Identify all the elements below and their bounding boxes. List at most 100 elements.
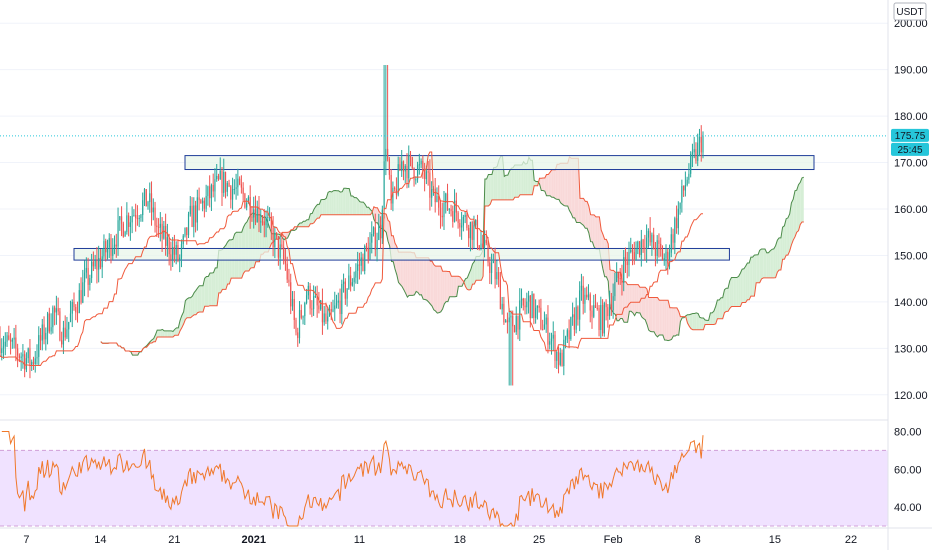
candle-body [496,272,498,280]
cloud-segment [590,214,593,242]
cloud-segment [768,250,771,278]
cloud-segment [165,330,168,337]
cloud-segment [195,287,198,315]
candle-body [644,247,646,250]
currency-label[interactable]: USDT [893,2,927,21]
candle-body [305,295,308,304]
candle-body [120,216,123,224]
price-tick-label: 120.00 [894,390,928,402]
currency-label-text: USDT [896,7,923,18]
candle-body [697,142,699,161]
cloud-segment [645,287,647,325]
candle-body [11,339,13,342]
cloud-segment [350,195,353,215]
cloud-segment [789,202,792,251]
candle-body [179,257,181,260]
cloud-segment [194,290,196,315]
cloud-segment [576,158,579,223]
candle-body [630,249,632,252]
candle-body [279,244,281,258]
cloud-segment [546,174,549,196]
candle-body [536,305,538,308]
candle-body [549,341,551,345]
candle-body [66,329,68,338]
candle-body [0,339,1,353]
candle-body [290,282,292,307]
candle-body [531,293,533,319]
candle-body [591,310,593,317]
candle-body [575,306,577,330]
cloud-segment [555,164,558,200]
cloud-segment [171,330,174,337]
candle-body [209,186,211,199]
candle-body [351,282,353,286]
candle-body [483,239,486,248]
candle-body [186,227,188,236]
cloud-segment [738,273,741,307]
cloud-segment [157,330,159,337]
candle-body [52,307,54,328]
cloud-segment [359,201,362,215]
candle-body [314,295,316,297]
candle-body [462,217,464,226]
cloud-segment [187,297,189,318]
candle-body [145,189,147,207]
cloud-segment [800,177,803,225]
candle-body [665,251,667,259]
candle-body [124,231,126,237]
cloud-segment [208,272,211,307]
cloud-segment [574,158,577,223]
candle-body [142,200,144,216]
candle-body [490,263,493,273]
candle-body [623,257,625,283]
candle-body [698,136,701,143]
resistance-zone[interactable] [184,155,815,171]
candle-body [320,300,322,310]
cloud-segment [775,240,778,278]
candle-body [443,203,445,218]
cloud-segment [729,277,732,309]
candle-body [318,305,320,310]
cloud-segment [564,163,566,207]
candle-body [161,223,163,239]
candle-body [600,305,602,330]
candle-body [573,314,575,330]
cloud-segment [167,330,170,337]
cloud-segment [403,252,406,294]
cloud-segment [247,217,249,271]
cloud-segment [444,271,447,304]
candle-body [150,193,153,213]
candle-body [83,272,86,283]
cloud-segment [470,264,473,290]
candle-body [64,327,66,338]
candle-body [187,214,190,236]
time-tick-label: 7 [23,534,29,546]
cloud-segment [188,297,191,318]
rsi-tick-label: 80.00 [894,426,922,438]
candle-body [362,257,364,272]
cloud-segment [763,249,766,278]
cloud-segment [211,272,214,306]
cloud-segment [689,314,692,329]
cloud-segment [414,252,417,295]
support-zone[interactable] [73,247,730,261]
cloud-segment [525,163,528,195]
candle-body [670,234,672,253]
price-tick-label: 190.00 [894,65,928,77]
cloud-segment [197,285,200,313]
candle-body [62,327,65,345]
cloud-segment [632,284,635,316]
cloud-segment [631,284,633,313]
candle-body [182,235,184,245]
cloud-segment [634,284,637,316]
cloud-segment [190,296,193,318]
candle-body [660,243,662,250]
candle-body [295,319,297,333]
cloud-segment [169,330,172,337]
candle-body [32,361,35,365]
candle-body [372,227,375,235]
time-tick-label: 14 [94,534,106,546]
candle-body [473,225,475,240]
candle-body [556,351,558,361]
